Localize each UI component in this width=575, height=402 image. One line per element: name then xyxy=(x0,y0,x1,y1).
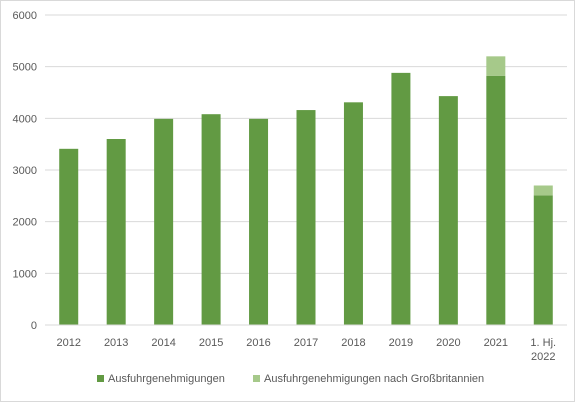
bar-ausfuhrgenehmigungen xyxy=(106,139,126,325)
x-tick-label: 2017 xyxy=(294,337,318,349)
bar-ausfuhrgenehmigungen xyxy=(533,195,553,325)
y-tick-label: 5000 xyxy=(13,62,37,74)
y-tick-label: 2000 xyxy=(13,217,37,229)
y-tick-label: 4000 xyxy=(13,113,37,125)
bar-ausfuhrgenehmigungen-grossbritannien xyxy=(533,185,553,196)
y-tick-label: 0 xyxy=(31,320,37,332)
legend-label: Ausfuhrgenehmigungen nach Großbritannien xyxy=(264,373,484,385)
bar-ausfuhrgenehmigungen xyxy=(391,72,411,325)
legend-swatch xyxy=(97,375,104,382)
x-tick-label: 2019 xyxy=(389,337,413,349)
x-tick-label: 2012 xyxy=(56,337,80,349)
bar-ausfuhrgenehmigungen xyxy=(486,75,506,325)
x-tick-label: 2014 xyxy=(151,337,175,349)
bar-ausfuhrgenehmigungen xyxy=(154,118,174,325)
x-tick-label: 2021 xyxy=(484,337,508,349)
x-tick-label: 2013 xyxy=(104,337,128,349)
x-tick-label: 2015 xyxy=(199,337,223,349)
bar-ausfuhrgenehmigungen xyxy=(59,148,79,325)
legend-swatch xyxy=(253,375,260,382)
x-tick-label: 2016 xyxy=(246,337,270,349)
y-tick-label: 6000 xyxy=(13,10,37,22)
bar-ausfuhrgenehmigungen-grossbritannien xyxy=(486,56,506,76)
legend-label: Ausfuhrgenehmigungen xyxy=(108,373,225,385)
bar-ausfuhrgenehmigungen xyxy=(343,102,363,325)
y-tick-label: 1000 xyxy=(13,268,37,280)
x-tick-label: 2018 xyxy=(341,337,365,349)
bar-ausfuhrgenehmigungen xyxy=(249,118,269,325)
bar-ausfuhrgenehmigungen xyxy=(438,96,458,325)
bar-ausfuhrgenehmigungen xyxy=(201,114,221,325)
x-tick-label: 1. Hj. xyxy=(530,337,556,349)
bar-ausfuhrgenehmigungen xyxy=(296,110,316,325)
x-tick-label: 2020 xyxy=(436,337,460,349)
x-tick-label: 2022 xyxy=(531,351,555,363)
y-tick-label: 3000 xyxy=(13,165,37,177)
